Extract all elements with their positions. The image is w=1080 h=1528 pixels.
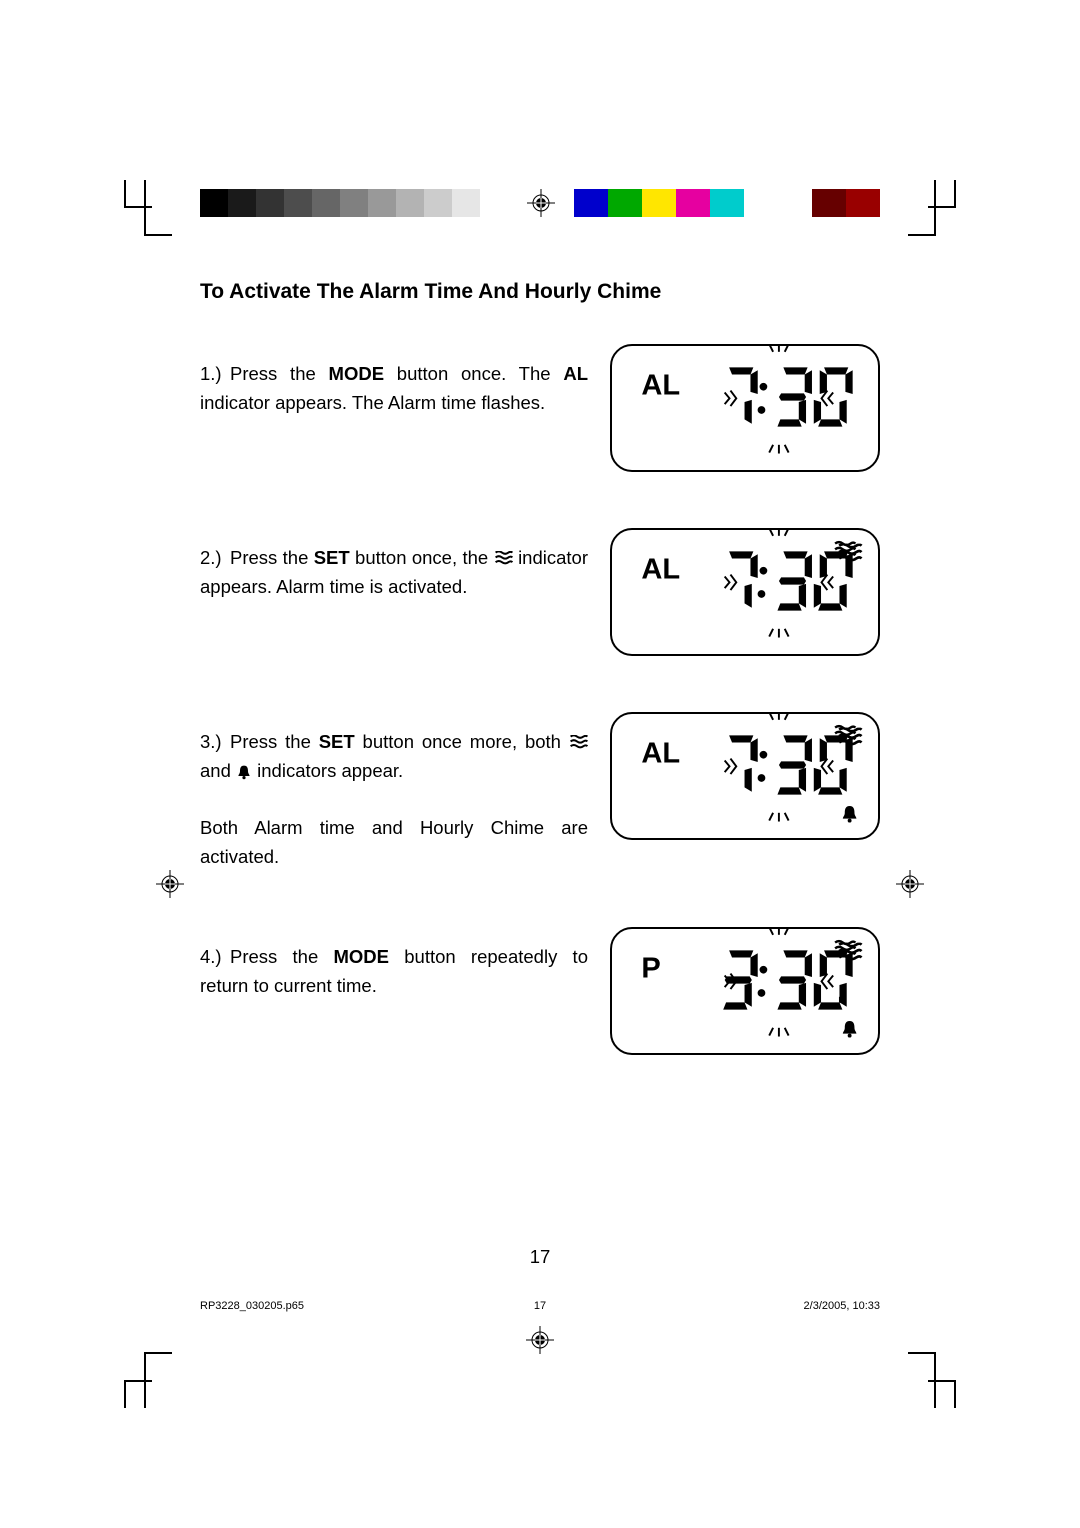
footer-datetime: 2/3/2005, 10:33 bbox=[804, 1300, 880, 1312]
footer: RP3228_030205.p65 17 2/3/2005, 10:33 bbox=[200, 1300, 880, 1312]
color-bars bbox=[574, 189, 880, 217]
footer-page: 17 bbox=[534, 1300, 546, 1312]
lcd-display: AL bbox=[610, 344, 880, 472]
instruction-step: 4.)Press the MODE button repeatedly to r… bbox=[200, 927, 880, 1055]
svg-text:AL: AL bbox=[641, 553, 680, 585]
instruction-step: 3.)Press the SET button once more, both … bbox=[200, 712, 880, 871]
registration-mark-icon bbox=[156, 870, 184, 898]
section-heading: To Activate The Alarm Time And Hourly Ch… bbox=[200, 280, 880, 304]
registration-mark-icon bbox=[527, 189, 555, 217]
step-text: 1.)Press the MODE button once. The AL in… bbox=[200, 344, 588, 417]
instruction-step: 2.)Press the SET button once, the indica… bbox=[200, 528, 880, 656]
instruction-step: 1.)Press the MODE button once. The AL in… bbox=[200, 344, 880, 472]
svg-text:AL: AL bbox=[641, 737, 680, 769]
page-number: 17 bbox=[0, 1246, 1080, 1268]
lcd-display: P bbox=[610, 927, 880, 1055]
lcd-display: AL bbox=[610, 712, 880, 840]
registration-mark-icon bbox=[526, 1326, 554, 1354]
step-text: 3.)Press the SET button once more, both … bbox=[200, 712, 588, 871]
svg-text:P: P bbox=[641, 953, 660, 985]
registration-mark-icon bbox=[896, 870, 924, 898]
grayscale-ramp bbox=[200, 189, 508, 217]
step-text: 2.)Press the SET button once, the indica… bbox=[200, 528, 588, 601]
svg-text:AL: AL bbox=[641, 369, 680, 401]
page-content: To Activate The Alarm Time And Hourly Ch… bbox=[200, 280, 880, 1111]
lcd-display: AL bbox=[610, 528, 880, 656]
step-text: 4.)Press the MODE button repeatedly to r… bbox=[200, 927, 588, 1000]
footer-filename: RP3228_030205.p65 bbox=[200, 1300, 304, 1312]
print-calibration-strip bbox=[200, 186, 880, 220]
